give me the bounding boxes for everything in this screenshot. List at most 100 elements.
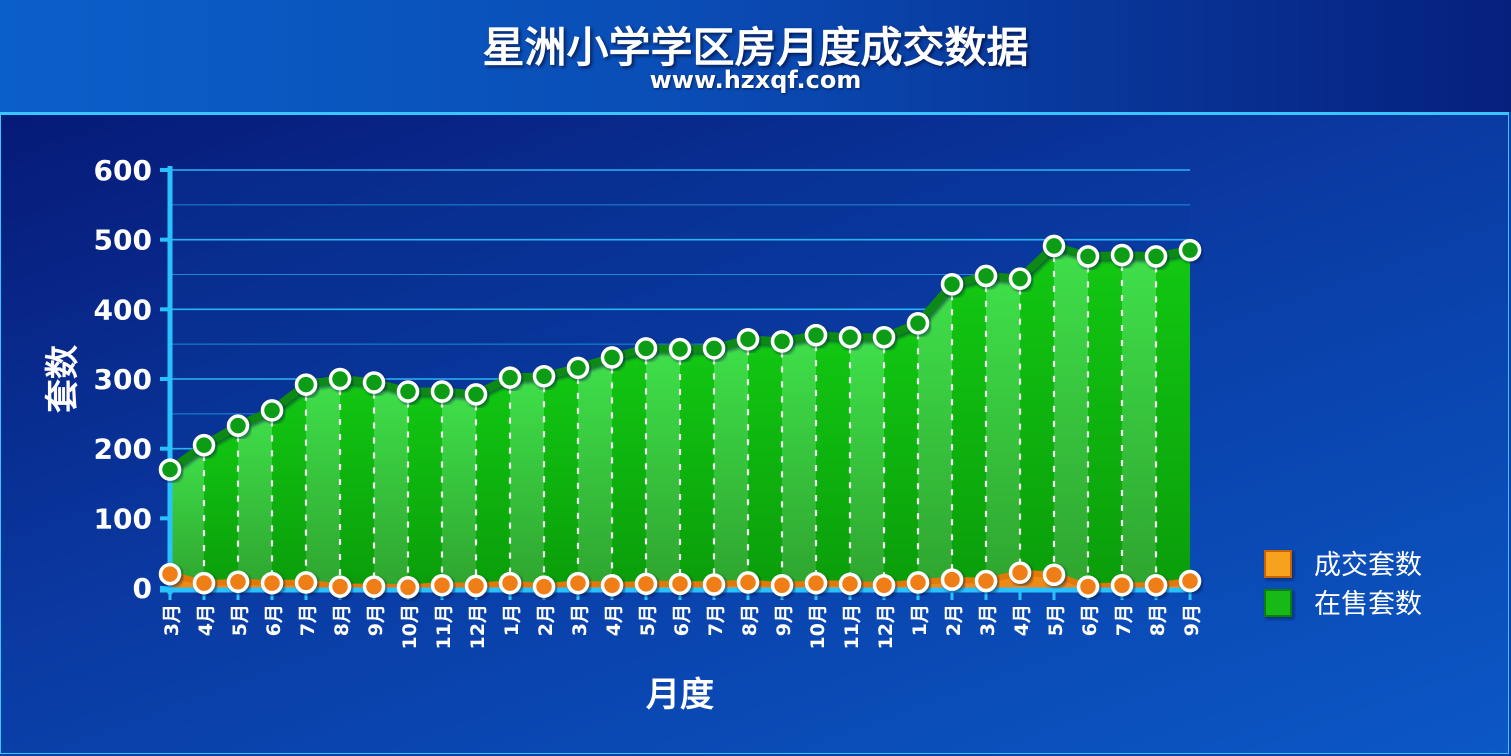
listing-point-0 [158,458,182,481]
y-tick-label: 0 [133,572,152,605]
x-axis-title: 月度 [646,675,714,715]
y-axis-title: 套数 [43,345,83,413]
listing-area-band-2 [238,410,272,588]
legend-label-1: 在售套数 [1314,589,1422,620]
deal-point-2 [226,570,250,593]
x-tick-label: 1月 [501,604,523,636]
listing-area-band-18 [782,335,816,588]
x-tick-label: 8月 [739,604,761,636]
listing-area-band-23 [952,275,986,588]
y-tick-label: 100 [94,502,152,535]
chart-subtitle: www.hzxqf.com [649,66,862,94]
listing-point-24 [974,264,998,288]
legend-label-0: 成交套数 [1314,550,1422,581]
deal-point-7 [396,576,420,599]
legend-swatch-1 [1264,589,1292,617]
listing-area-band-20 [850,337,884,588]
listing-area-band-13 [612,348,646,588]
listing-area-band-5 [340,379,374,588]
listing-point-26 [1042,234,1066,258]
deal-point-18 [770,573,794,597]
listing-area-band-26 [1054,245,1088,589]
listing-point-8 [430,380,454,403]
deal-point-6 [362,575,386,598]
deal-point-8 [430,573,454,597]
x-tick-label: 1月 [909,604,931,636]
x-tick-label: 2月 [535,604,557,636]
deal-point-5 [328,575,352,598]
x-tick-label: 8月 [331,604,353,636]
listing-area-band-27 [1088,254,1122,588]
deal-point-29 [1144,573,1168,597]
listing-point-4 [294,373,318,396]
listing-area-band-25 [1020,245,1054,589]
x-tick-label: 4月 [603,604,625,636]
listing-area-band-22 [918,284,952,588]
deal-point-9 [464,574,488,598]
listing-area-band-28 [1122,254,1156,588]
x-tick-label: 4月 [195,604,217,636]
listing-area-band-29 [1156,250,1190,588]
deal-point-15 [668,572,692,596]
chart-title: 星洲小学学区房月度成交数据 [482,23,1029,72]
y-tick-label: 600 [94,154,152,187]
deal-area-fill [170,572,1190,588]
listing-point-19 [804,323,828,347]
x-tick-label: 9月 [773,604,795,636]
listing-point-10 [498,366,522,389]
listing-area-band-6 [374,382,408,588]
deal-point-25 [1008,561,1032,584]
deal-point-14 [634,572,658,596]
listing-point-29 [1144,245,1168,268]
x-tick-label: 9月 [1181,604,1203,636]
listing-point-13 [600,346,624,369]
deal-point-13 [600,573,624,597]
listing-area-band-10 [510,376,544,588]
x-tick-label: 9月 [365,604,387,636]
listing-point-7 [396,380,420,403]
listing-point-2 [226,414,250,437]
x-tick-label: 6月 [671,604,693,636]
deal-point-26 [1042,563,1066,587]
listing-point-5 [328,367,352,391]
y-tick-label: 500 [94,224,152,257]
deal-point-12 [566,571,590,595]
listing-point-16 [702,337,726,360]
category-dashes [202,255,1158,588]
y-tick-label: 300 [94,363,152,396]
listing-point-21 [872,325,896,349]
listing-point-9 [464,383,488,406]
listing-area-band-24 [986,275,1020,588]
x-tick-label: 2月 [943,604,965,636]
listing-area-band-19 [816,335,850,588]
deal-point-20 [838,572,862,596]
x-tick-label: 3月 [569,604,591,636]
listing-area-band-3 [272,384,306,588]
deal-point-1 [192,571,216,595]
listing-area [167,241,1191,589]
listing-point-22 [906,312,930,335]
deal-point-23 [940,568,964,591]
x-tick-label: 8月 [1147,604,1169,636]
deal-point-28 [1110,573,1134,597]
listing-point-27 [1076,245,1100,268]
legend-swatch-0 [1264,550,1292,578]
listing-point-14 [634,337,658,360]
listing-area-band-15 [680,348,714,588]
listing-point-6 [362,371,386,394]
listing-point-20 [838,325,862,349]
listing-area-band-9 [476,377,510,588]
deal-point-0 [158,562,182,586]
deal-point-3 [260,571,284,595]
deal-point-17 [736,571,760,594]
x-tick-label: 5月 [229,604,251,636]
x-tick-label: 6月 [1079,604,1101,636]
header-banner: 星洲小学学区房月度成交数据 www.hzxqf.com [0,0,1511,112]
listing-point-15 [668,337,692,361]
listing-area-band-11 [544,367,578,588]
listing-point-3 [260,399,284,422]
axis-labels: 0 100 200 300 400 500 600 3月 4月 5月 6月 7月 8月 9月 10月 11月 1… [43,154,1203,715]
listing-area-band-14 [646,348,680,588]
